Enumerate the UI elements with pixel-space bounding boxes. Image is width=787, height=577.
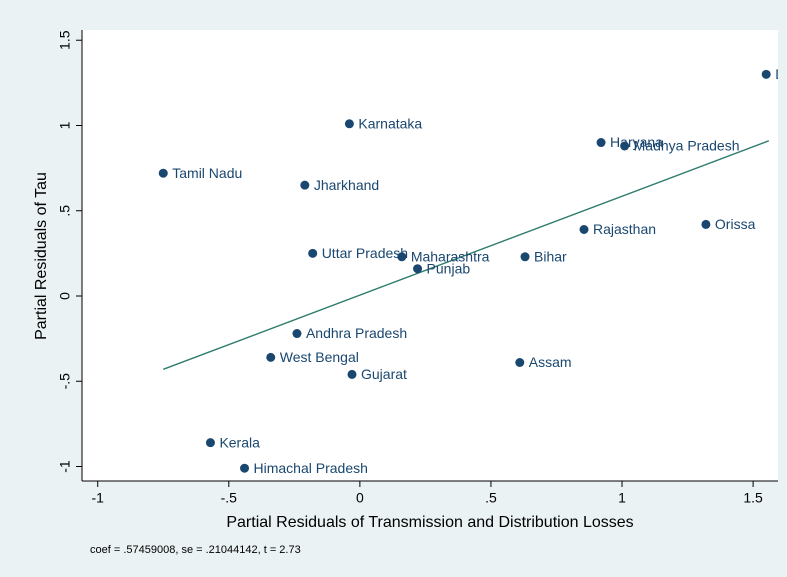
point [761,69,771,79]
y-tick-label: 1.5 [57,30,73,50]
point [292,329,302,339]
point [158,168,168,178]
point-label: Gujarat [361,366,407,382]
point-label: Uttar Pradesh [322,245,408,261]
y-tick-label: 0 [57,292,73,300]
point-label: Bihar [534,248,567,264]
point-label: Jharkhand [314,177,379,193]
point-label: D [775,66,785,82]
y-tick-label: .5 [57,205,73,217]
point-label: Orissa [715,216,756,232]
point [300,180,310,190]
y-tick-label: 1 [57,121,73,129]
x-tick-label: 1 [618,490,626,506]
point [205,438,215,448]
x-tick-label: 1.5 [743,490,763,506]
point [520,252,530,262]
point-label: Maharashtra [411,248,490,264]
point [596,138,606,148]
point [620,141,630,151]
point-label: Rajasthan [593,221,656,237]
point-label: Himachal Pradesh [254,460,368,476]
x-axis-title: Partial Residuals of Transmission and Di… [226,514,633,531]
point-label: Madhya Pradesh [634,138,740,154]
note: coef = .57459008, se = .21044142, t = 2.… [90,544,301,556]
x-tick-label: -.5 [221,490,238,506]
point-label: Punjab [427,260,471,276]
point-label: Karnataka [358,115,422,131]
plot-region [82,30,778,481]
x-tick-label: 0 [356,490,364,506]
fit-line [163,140,770,370]
point [308,248,318,258]
point [344,119,354,129]
point [701,219,711,229]
y-axis-title: Partial Residuals of Tau [33,172,50,340]
point-label: Kerala [219,434,260,450]
point-label: West Bengal [280,349,359,365]
point-label: Tamil Nadu [172,165,242,181]
x-tick-label: -1 [92,490,105,506]
point [347,369,357,379]
point [579,224,589,234]
y-tick-label: -.5 [57,373,73,390]
point [397,252,407,262]
point [515,357,525,367]
y-tick-label: -1 [57,460,73,473]
point [240,463,250,473]
point [413,264,423,274]
point [266,352,276,362]
point-label: Assam [529,354,572,370]
point-label: Andhra Pradesh [306,325,407,341]
x-tick-label: .5 [485,490,497,506]
